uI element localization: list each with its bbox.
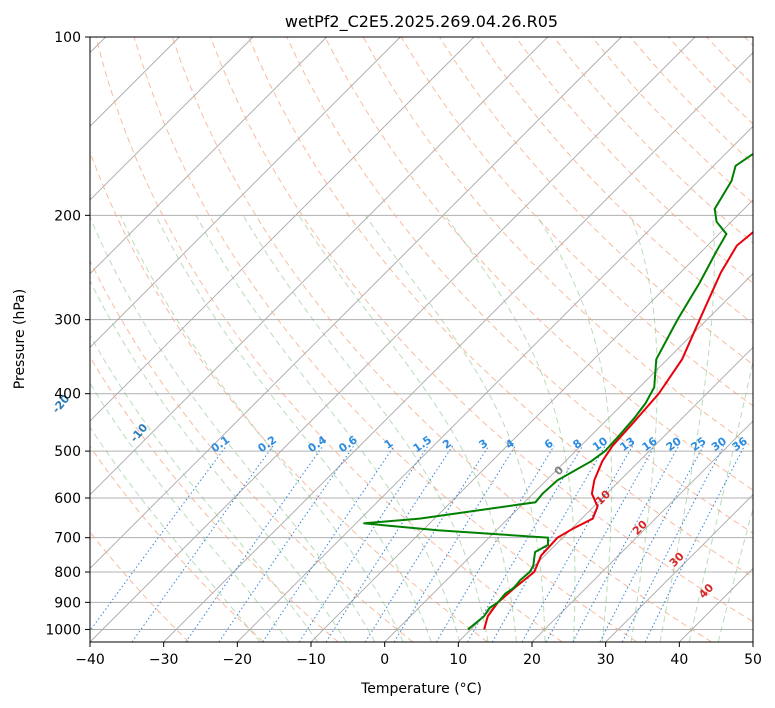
isotherm-line <box>237 125 753 642</box>
y-tick-label: 500 <box>54 444 81 460</box>
y-tick-label: 300 <box>54 313 81 329</box>
dry-adiabat-line <box>90 259 414 642</box>
x-tick-label: 40 <box>670 652 688 668</box>
x-tick-label: −20 <box>223 652 253 668</box>
moist-adiabat-line <box>659 215 715 642</box>
y-tick-label: 400 <box>54 387 81 403</box>
moist-adiabat-line <box>90 279 347 642</box>
chart-title: wetPf2_C2E5.2025.269.04.26.R05 <box>285 12 558 32</box>
plot-background <box>90 37 753 642</box>
isotherm-line <box>90 37 401 348</box>
mixing-ratio-line <box>545 445 656 642</box>
dry-adiabat-line <box>286 37 753 534</box>
dry-adiabat-line <box>248 37 753 578</box>
y-tick-label: 800 <box>54 565 81 581</box>
dry-adiabat-line <box>171 37 712 642</box>
isotherm-line <box>384 273 753 642</box>
isotherm-line <box>90 37 254 201</box>
x-tick-label: −10 <box>296 652 326 668</box>
plot-frame <box>89 36 754 643</box>
x-tick-label: 0 <box>380 652 389 668</box>
axis-layer: −40 −30 −20 −10 0 10 20 30 40 50 100 200 300 400 500 60… <box>45 30 762 668</box>
dry-adiabat-line <box>210 37 753 623</box>
moist-adiabat-line <box>155 215 432 642</box>
isotherm-line <box>752 641 753 642</box>
moist-adiabat-line <box>90 215 376 642</box>
mixing-ratio-line <box>262 445 395 642</box>
isotherm-line <box>90 37 548 496</box>
mixing-ratio-line <box>467 445 584 642</box>
mixing-ratio-line <box>298 445 429 642</box>
temperature-profile-line <box>483 230 753 630</box>
dry-adiabat-line <box>90 356 339 642</box>
moist-adiabat-line <box>195 215 461 642</box>
series-layer <box>363 152 753 631</box>
isotherm-line <box>90 37 475 422</box>
isotherm-line <box>163 52 753 642</box>
y-axis-title: Pressure (hPa) <box>12 289 28 389</box>
dry-adiabat-line <box>515 37 753 284</box>
isotherm-line <box>90 37 622 569</box>
moist-adiabat-line <box>536 215 613 642</box>
moist-adiabat-line <box>444 215 576 642</box>
mixing-ratio-line <box>131 445 274 642</box>
y-tick-label: 200 <box>54 208 81 224</box>
y-tick-label: 1000 <box>45 622 81 638</box>
y-tick-label: 900 <box>54 595 81 611</box>
mixing-ratio-line <box>521 445 633 642</box>
grid-layer <box>90 37 753 642</box>
mixing-ratio-line <box>218 445 355 642</box>
moist-adiabat-line <box>90 426 261 642</box>
isotherm-line <box>458 346 753 642</box>
moist-adiabat-line <box>90 334 319 642</box>
x-tick-label: −30 <box>149 652 179 668</box>
dewpoint-profile-line <box>363 152 753 631</box>
mixing-ratio-line <box>644 445 745 642</box>
y-tick-label: 600 <box>54 491 81 507</box>
dry-adiabat-line <box>324 37 753 491</box>
mixing-ratio-line <box>185 445 324 642</box>
moist-adiabat-line <box>120 215 404 642</box>
y-tick-label: 700 <box>54 531 81 547</box>
x-tick-label: 20 <box>523 652 541 668</box>
isotherm-line <box>90 37 696 642</box>
mixing-ratio-line <box>435 445 555 642</box>
mixing-ratio-line <box>364 445 490 642</box>
mixing-ratio-line <box>325 445 454 642</box>
mixing-ratio-line <box>621 445 725 642</box>
x-tick-label: 30 <box>597 652 615 668</box>
dry-adiabat-line <box>90 445 264 642</box>
x-axis-title: Temperature (°C) <box>360 681 482 697</box>
x-tick-label: −40 <box>75 652 105 668</box>
moist-adiabat-line <box>242 215 489 642</box>
isotherm-line <box>605 494 753 642</box>
isotherm-line <box>90 37 327 275</box>
mixing-ratio-line <box>393 445 516 642</box>
isotherm-line <box>531 420 753 642</box>
x-tick-label: 10 <box>449 652 467 668</box>
x-tick-label: 50 <box>744 652 762 668</box>
moist-adiabat-line <box>630 215 658 642</box>
dry-adiabat-line <box>95 37 563 642</box>
moist-adiabat-line <box>364 215 546 642</box>
y-tick-label: 100 <box>54 30 81 46</box>
